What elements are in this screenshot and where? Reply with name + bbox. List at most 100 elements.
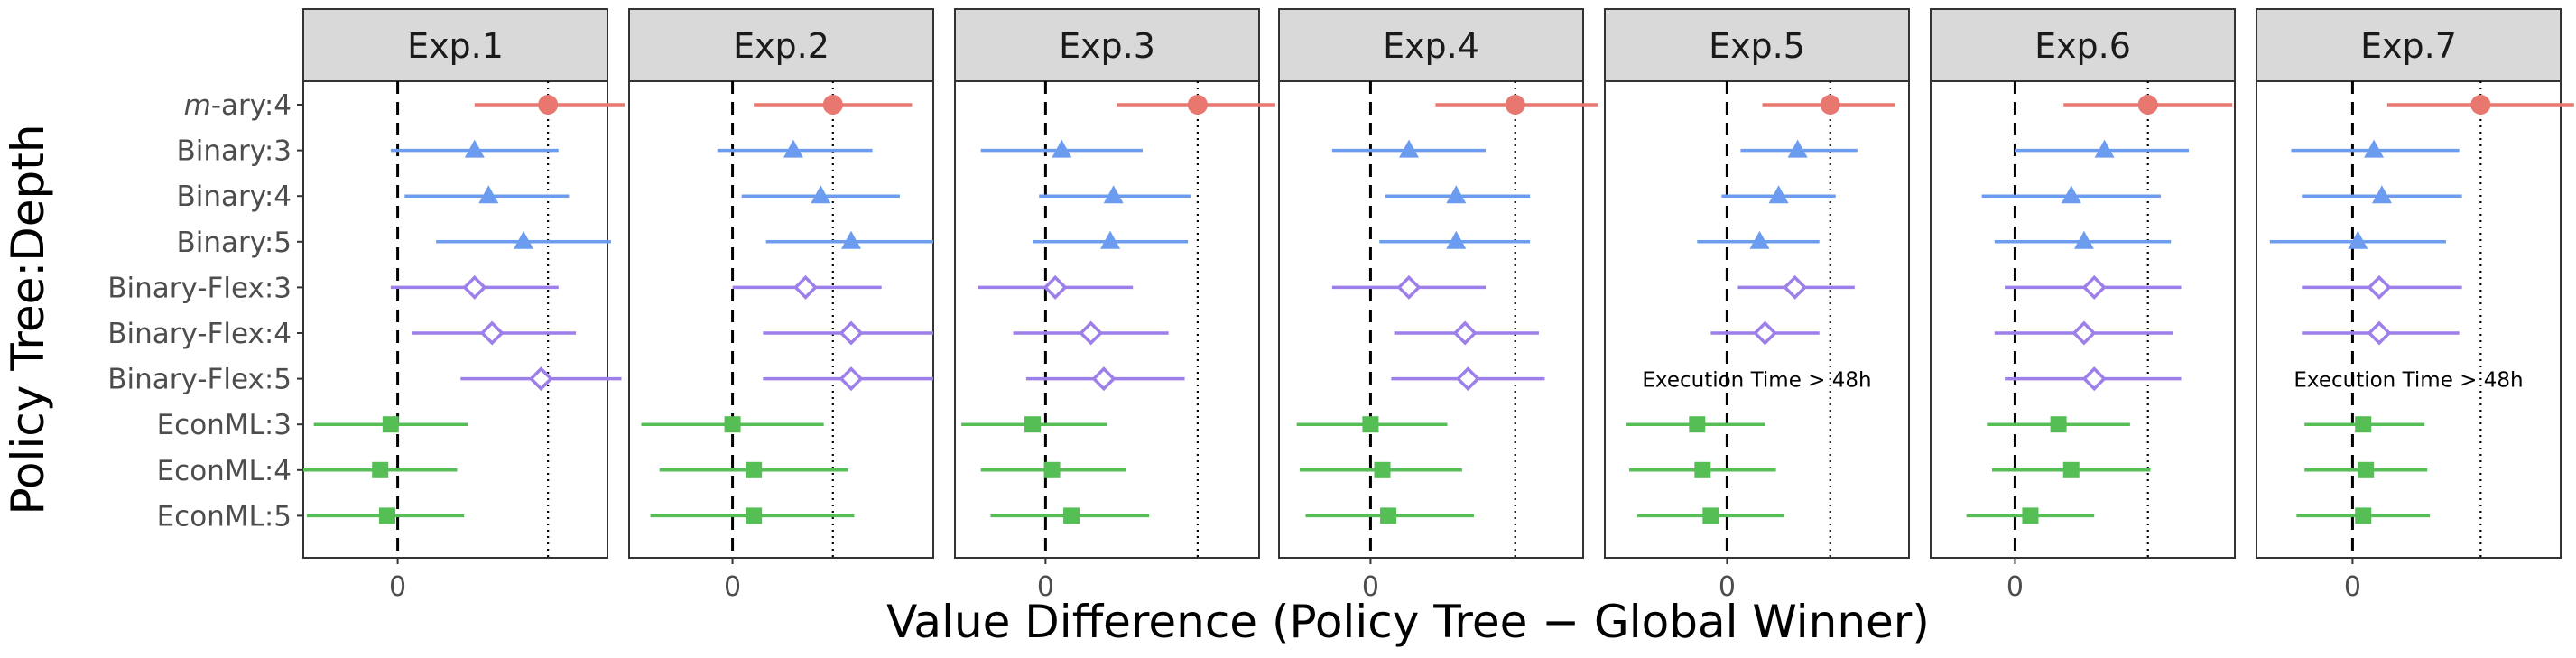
- estimate-point-square: [724, 416, 741, 433]
- estimate-point-triangle: [1446, 230, 1467, 249]
- estimate-point-square: [2358, 461, 2375, 478]
- y-tick-label: Binary:3: [176, 135, 292, 168]
- estimate-point-diamond: [479, 320, 505, 346]
- x-tick-label: 0: [2006, 571, 2024, 603]
- estimate-point-diamond: [1753, 320, 1778, 346]
- estimate-point-diamond: [1396, 274, 1422, 300]
- estimate-point-square: [746, 507, 763, 524]
- estimate-point-triangle: [2094, 139, 2115, 158]
- estimate-point-triangle: [1446, 185, 1467, 204]
- facet-strip: [1930, 8, 2236, 82]
- estimate-point-square: [378, 507, 395, 524]
- estimate-point-square: [1043, 461, 1061, 478]
- estimate-point-square: [1362, 416, 1379, 433]
- x-tick-label: 0: [1719, 571, 1736, 603]
- estimate-point-triangle: [514, 230, 534, 249]
- estimate-point-triangle: [2061, 185, 2081, 204]
- facet-strip: [1604, 8, 1910, 82]
- estimate-point-square: [1694, 461, 1711, 478]
- estimate-point-circle: [2137, 95, 2158, 115]
- estimate-point-triangle: [478, 185, 499, 204]
- x-tick-label: 0: [1037, 571, 1054, 603]
- estimate-point-square: [2050, 416, 2067, 433]
- y-tick-label: EconML:3: [157, 409, 292, 441]
- estimate-point-triangle: [2073, 230, 2094, 249]
- facet-strip: [302, 8, 608, 82]
- estimate-point-square: [1063, 507, 1080, 524]
- estimate-point-square: [1702, 507, 1719, 524]
- execution-time-note: Execution Time > 48h: [1642, 369, 1871, 393]
- y-tick-label: Binary:5: [176, 227, 292, 259]
- estimate-point-triangle: [841, 230, 862, 249]
- x-tick-label: 0: [1362, 571, 1379, 603]
- estimate-point-diamond: [2367, 274, 2392, 300]
- panel-frame: [1278, 80, 1584, 559]
- y-axis-title: Policy Tree:Depth: [2, 124, 54, 514]
- estimate-point-diamond: [1452, 320, 1478, 346]
- y-tick-label: m-ary:4: [184, 89, 292, 122]
- estimate-point-diamond: [2081, 366, 2107, 392]
- estimate-point-triangle: [811, 185, 831, 204]
- estimate-point-diamond: [1783, 274, 1808, 300]
- facet-title: Exp.5: [1709, 26, 1805, 66]
- estimate-point-diamond: [1079, 320, 1104, 346]
- panel-frame: [954, 80, 1260, 559]
- estimate-point-circle: [1187, 95, 1208, 115]
- facet-title: Exp.7: [2360, 26, 2457, 66]
- facet-strip: [2256, 8, 2562, 82]
- panel-frame: [302, 80, 608, 559]
- estimate-point-diamond: [1091, 366, 1117, 392]
- estimate-point-triangle: [1787, 139, 1808, 158]
- x-axis-title: Value Difference (Policy Tree − Global W…: [886, 596, 1930, 648]
- x-tick-label: 0: [724, 571, 741, 603]
- estimate-point-triangle: [1052, 139, 1072, 158]
- estimate-point-diamond: [1042, 274, 1068, 300]
- estimate-point-triangle: [2371, 185, 2392, 204]
- estimate-point-diamond: [1455, 366, 1480, 392]
- estimate-point-square: [1024, 416, 1042, 433]
- estimate-point-circle: [1505, 95, 1525, 115]
- estimate-point-diamond: [839, 320, 864, 346]
- estimate-point-square: [372, 461, 389, 478]
- estimate-point-triangle: [2364, 139, 2385, 158]
- execution-time-note: Execution Time > 48h: [2293, 369, 2523, 393]
- estimate-point-square: [1380, 507, 1397, 524]
- x-tick-label: 0: [2344, 571, 2361, 603]
- x-tick-label: 0: [389, 571, 406, 603]
- estimate-point-square: [746, 461, 763, 478]
- facet-title: Exp.4: [1383, 26, 1479, 66]
- estimate-point-triangle: [1103, 185, 1124, 204]
- estimate-point-square: [2022, 507, 2039, 524]
- y-tick-label: EconML:5: [157, 500, 292, 533]
- estimate-point-triangle: [1768, 185, 1789, 204]
- estimate-point-triangle: [2348, 230, 2368, 249]
- facet-title: Exp.6: [2034, 26, 2131, 66]
- estimate-point-triangle: [1100, 230, 1121, 249]
- y-tick-label: EconML:4: [157, 455, 292, 487]
- estimate-point-square: [2355, 507, 2372, 524]
- estimate-point-diamond: [528, 366, 553, 392]
- estimate-point-triangle: [464, 139, 485, 158]
- estimate-point-circle: [1820, 95, 1840, 115]
- y-tick-label: Binary-Flex:3: [107, 272, 292, 304]
- estimate-point-circle: [822, 95, 843, 115]
- facet-title: Exp.1: [407, 26, 504, 66]
- estimate-point-diamond: [2081, 274, 2107, 300]
- estimate-point-diamond: [839, 366, 864, 392]
- estimate-point-triangle: [1749, 230, 1770, 249]
- panel-frame: [628, 80, 934, 559]
- estimate-point-diamond: [2071, 320, 2097, 346]
- estimate-point-diamond: [462, 274, 487, 300]
- y-tick-label: Binary-Flex:5: [107, 364, 292, 396]
- estimate-point-circle: [538, 95, 559, 115]
- facet-strip: [1278, 8, 1584, 82]
- estimate-point-triangle: [1398, 139, 1419, 158]
- facet-strip: [628, 8, 934, 82]
- estimate-point-triangle: [783, 139, 803, 158]
- panel-frame: [1930, 80, 2236, 559]
- estimate-point-square: [382, 416, 399, 433]
- estimate-point-square: [2355, 416, 2372, 433]
- estimate-point-square: [1374, 461, 1391, 478]
